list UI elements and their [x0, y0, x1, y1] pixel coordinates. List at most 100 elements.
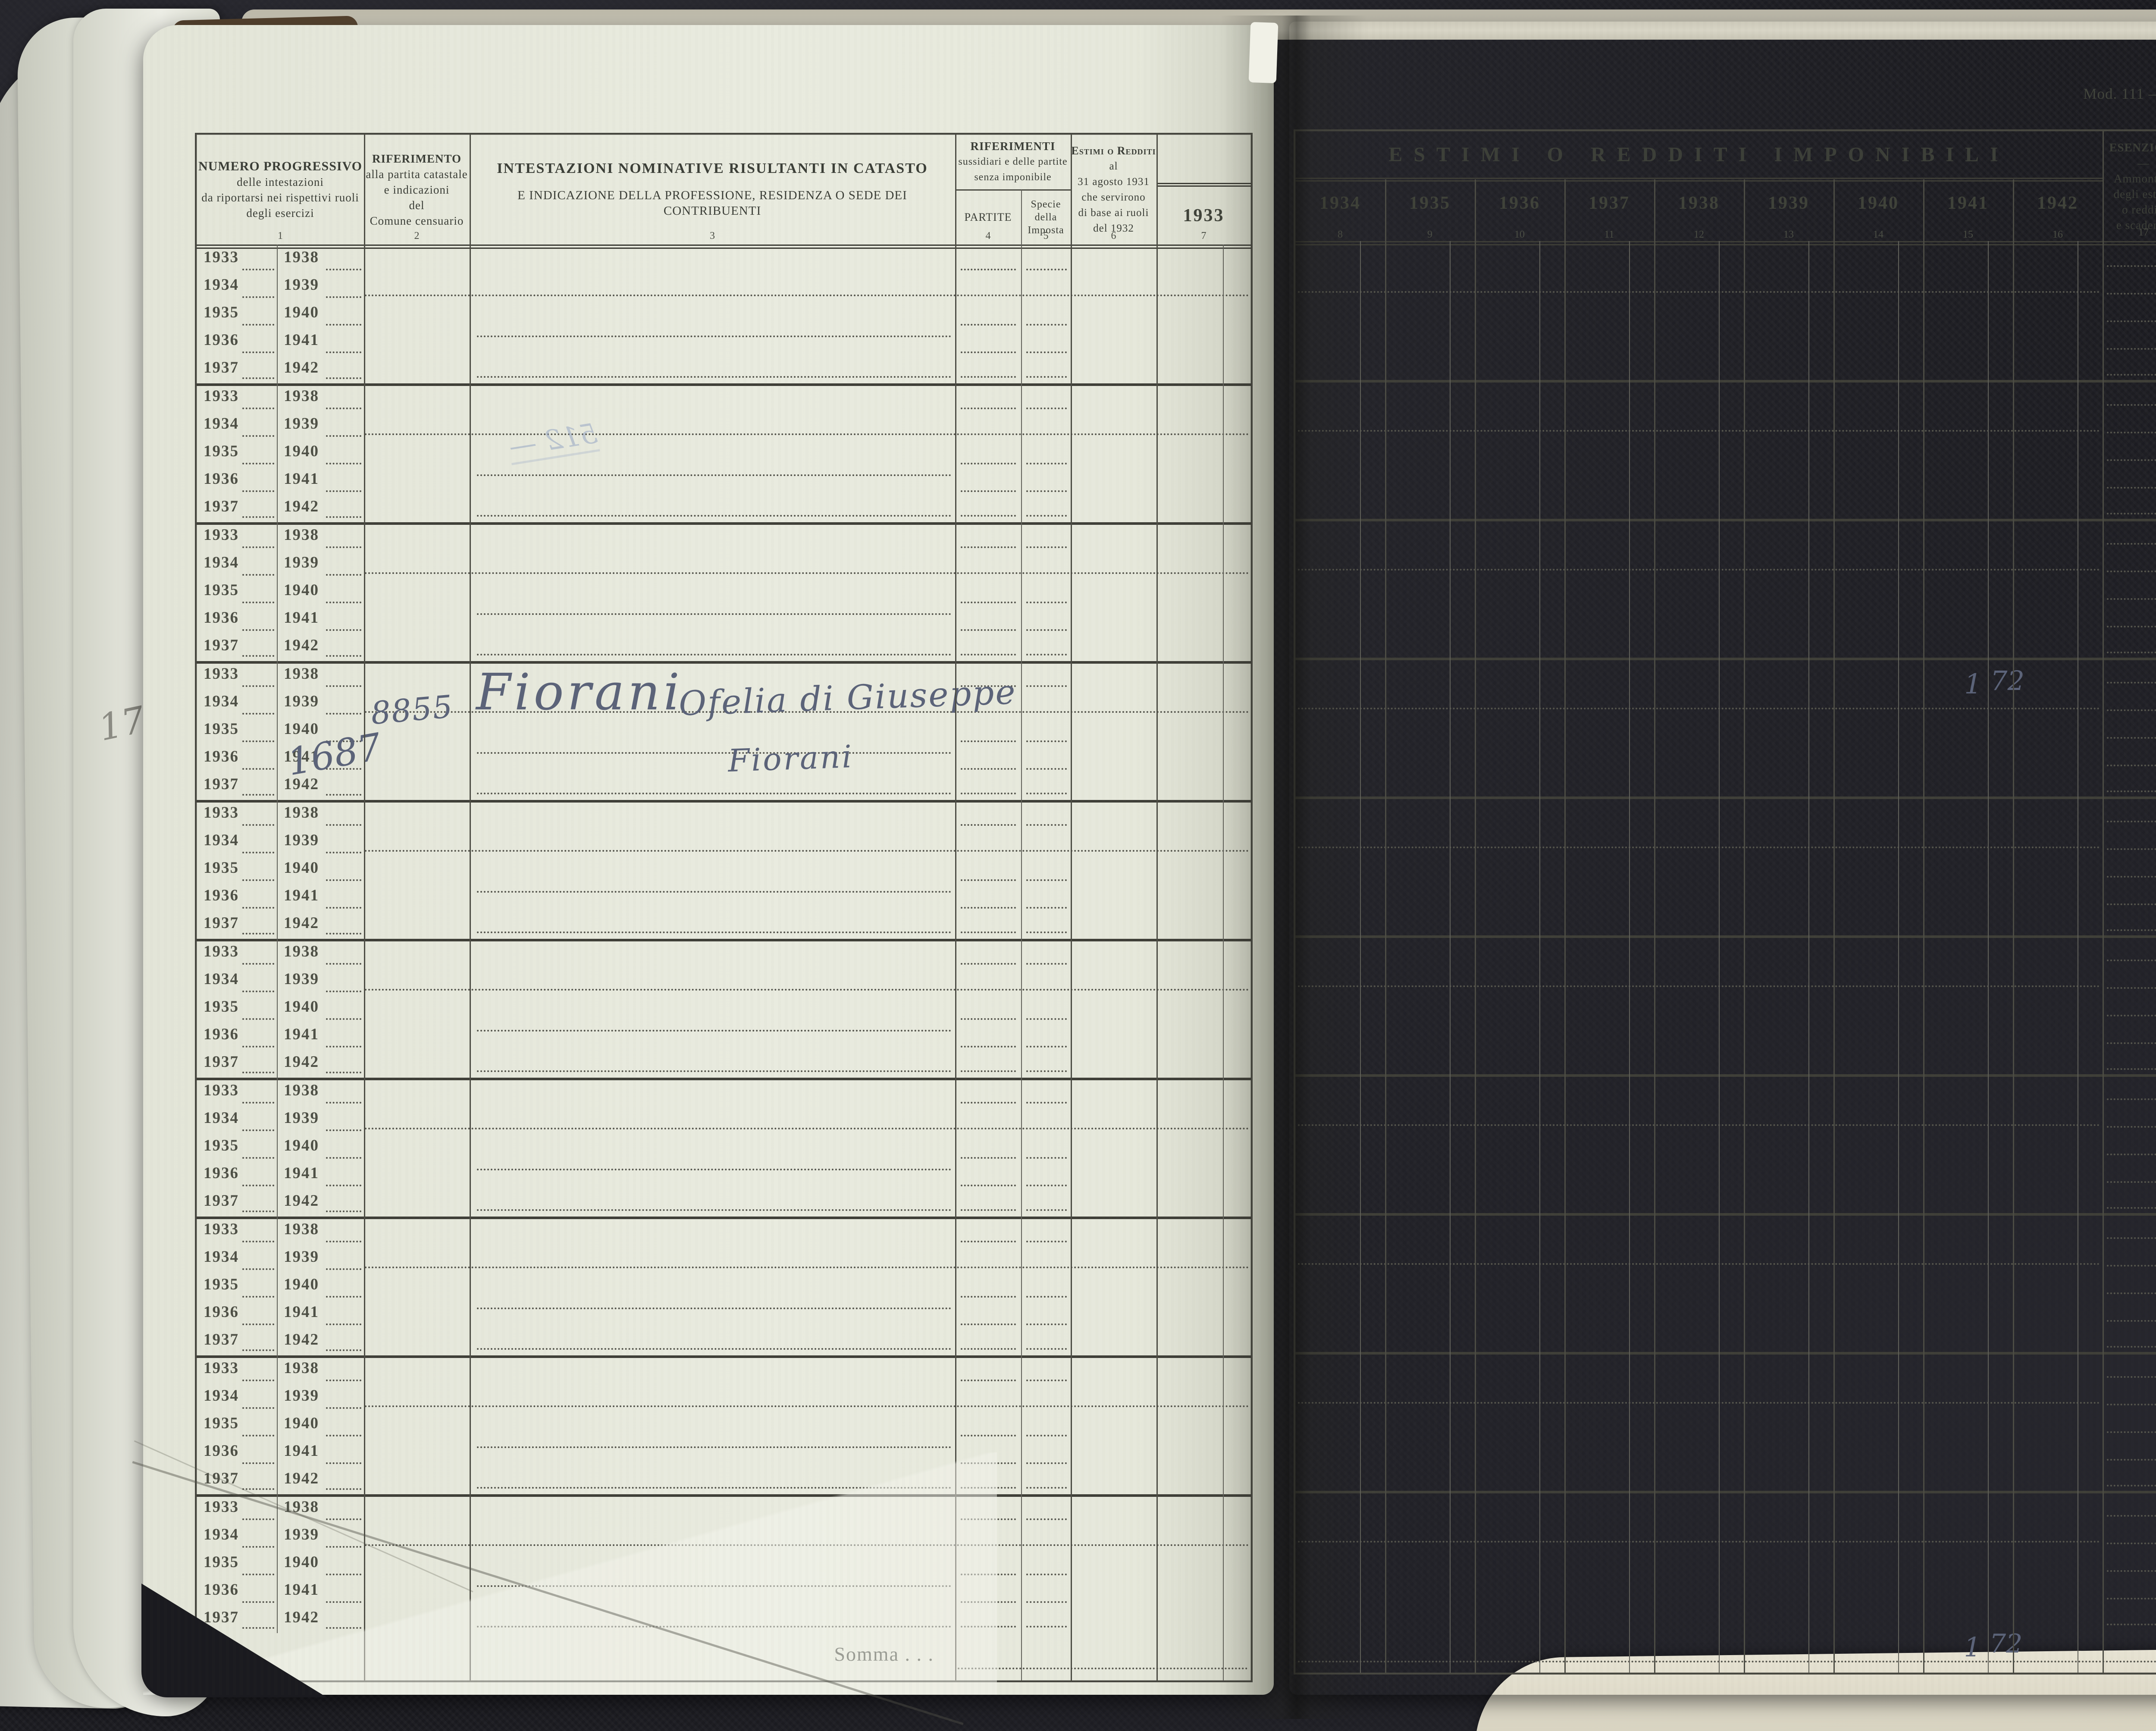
dotted-line [242, 930, 274, 934]
left-table: NUMERO PROGRESSIVO delle intestazioni da… [195, 133, 1253, 1682]
dotted-line [242, 294, 274, 298]
block-year-label: 1933 [204, 1498, 239, 1516]
dotted-line [326, 930, 361, 934]
dotted-line [1026, 1182, 1067, 1186]
dotted-line [2107, 1482, 2156, 1486]
block-year-label: 1939 [284, 693, 319, 710]
ledger-row-block [1295, 797, 2156, 938]
dotted-line [2107, 1456, 2156, 1461]
header-line: sussidiari e delle partite [958, 156, 1068, 168]
column-rule [1629, 241, 1630, 1673]
left-table-header: NUMERO PROGRESSIVO delle intestazioni da… [197, 135, 1251, 249]
year-header-label: 1934 [1319, 193, 1361, 213]
dotted-line [242, 1516, 274, 1520]
dotted-line [242, 683, 274, 687]
dotted-line [1026, 960, 1067, 965]
header-year-1933: 1933 7 [1156, 135, 1251, 245]
block-year-label: 1941 [284, 887, 319, 904]
block-year-label: 1937 [204, 637, 239, 654]
dotted-line [326, 1486, 361, 1490]
dotted-line [477, 373, 951, 378]
dotted-line [242, 1405, 274, 1409]
dotted-line [477, 1305, 951, 1309]
block-year-label: 1942 [284, 637, 319, 654]
column-rule [1654, 179, 1655, 1673]
column-rule [1564, 179, 1566, 1673]
header-estimi-imponibili: ESTIMI O REDDITI IMPONIBILI 1934 8 1935 … [1295, 131, 2103, 241]
dotted-line [326, 1069, 361, 1073]
dotted-line [365, 1264, 1249, 1268]
dotted-line [1298, 1399, 2100, 1404]
dotted-line [1026, 266, 1067, 270]
dotted-line [326, 1016, 361, 1020]
block-year-label: 1933 [204, 526, 239, 544]
block-year-label: 1935 [204, 1137, 239, 1154]
ledger-row-block [1295, 241, 2156, 383]
dotted-line [2107, 1429, 2156, 1433]
dotted-line [326, 791, 361, 796]
dotted-line [1026, 544, 1067, 548]
somma-lire-handwriting: 1 [1964, 1631, 1981, 1663]
block-year-label: 1933 [204, 665, 239, 683]
column-number: 17 [2138, 227, 2149, 238]
dotted-line [242, 405, 274, 409]
dotted-line [2107, 1123, 2156, 1128]
dotted-line [326, 1043, 361, 1047]
header-line: o redditi [2122, 203, 2156, 216]
dotted-line [2107, 679, 2156, 684]
dotted-line [242, 1069, 274, 1073]
dotted-line [326, 765, 361, 770]
block-year-label: 1942 [284, 1192, 319, 1210]
dotted-line [961, 1571, 1016, 1575]
header-line: al [1109, 160, 1118, 172]
column-rule [1475, 179, 1476, 1673]
block-year-label: 1939 [284, 1248, 319, 1266]
ledger-row-block [1295, 1352, 2156, 1493]
block-year-label: 1935 [204, 1276, 239, 1293]
ledger-row-block: 1933 1938 1934 1939 1935 1940 1936 1941 1937 1942 [197, 1078, 1251, 1219]
year-header-cell: 1935 9 [1385, 182, 1475, 243]
header-line: da riportarsi nei rispettivi ruoli [201, 191, 359, 204]
dotted-line [242, 1543, 274, 1548]
section-title: ESTIMI O REDDITI IMPONIBILI [1388, 143, 2009, 166]
dotted-line [2107, 762, 2156, 766]
year-header-label: 1941 [1947, 193, 1989, 213]
dotted-line [326, 433, 361, 437]
dotted-line [961, 512, 1016, 517]
dotted-line [2107, 649, 2156, 653]
header-line: alla partita catastale [366, 167, 468, 181]
dotted-line [2107, 1235, 2156, 1239]
block-year-label: 1935 [204, 1553, 239, 1571]
block-year-label: 1934 [204, 1387, 239, 1405]
dotted-line [1026, 1377, 1067, 1381]
block-year-label: 1935 [204, 304, 239, 321]
dotted-line [365, 570, 1249, 574]
dotted-line [1026, 1207, 1067, 1211]
block-year-label: 1933 [204, 387, 239, 405]
column-rule [955, 135, 956, 1681]
header-line: — [2137, 156, 2150, 169]
dotted-line [961, 822, 1016, 826]
dotted-line [961, 929, 1016, 933]
header-line: ESENZIONI [2109, 141, 2156, 154]
header-title: INTESTAZIONI NOMINATIVE RISULTANTI IN CA… [497, 160, 928, 176]
block-year-label: 1938 [284, 665, 319, 683]
dotted-line [326, 544, 361, 548]
dotted-line [2107, 1568, 2156, 1572]
column-number: 4 [985, 230, 991, 241]
dotted-line [1026, 1571, 1067, 1575]
dotted-line [242, 321, 274, 326]
block-year-label: 1935 [204, 720, 239, 738]
dotted-line [961, 1154, 1016, 1159]
year-header-cell: 1942 16 [2013, 182, 2103, 243]
dotted-line [961, 1068, 1016, 1072]
dotted-line [1026, 1484, 1067, 1489]
column-rule [1156, 135, 1158, 1681]
column-rule [1223, 245, 1224, 1681]
dotted-line [961, 960, 1016, 965]
dotted-line [242, 1599, 274, 1603]
dotted-line [1026, 929, 1067, 933]
block-year-label: 1942 [284, 1053, 319, 1071]
dotted-line [477, 1583, 951, 1587]
column-rule [1744, 179, 1745, 1673]
